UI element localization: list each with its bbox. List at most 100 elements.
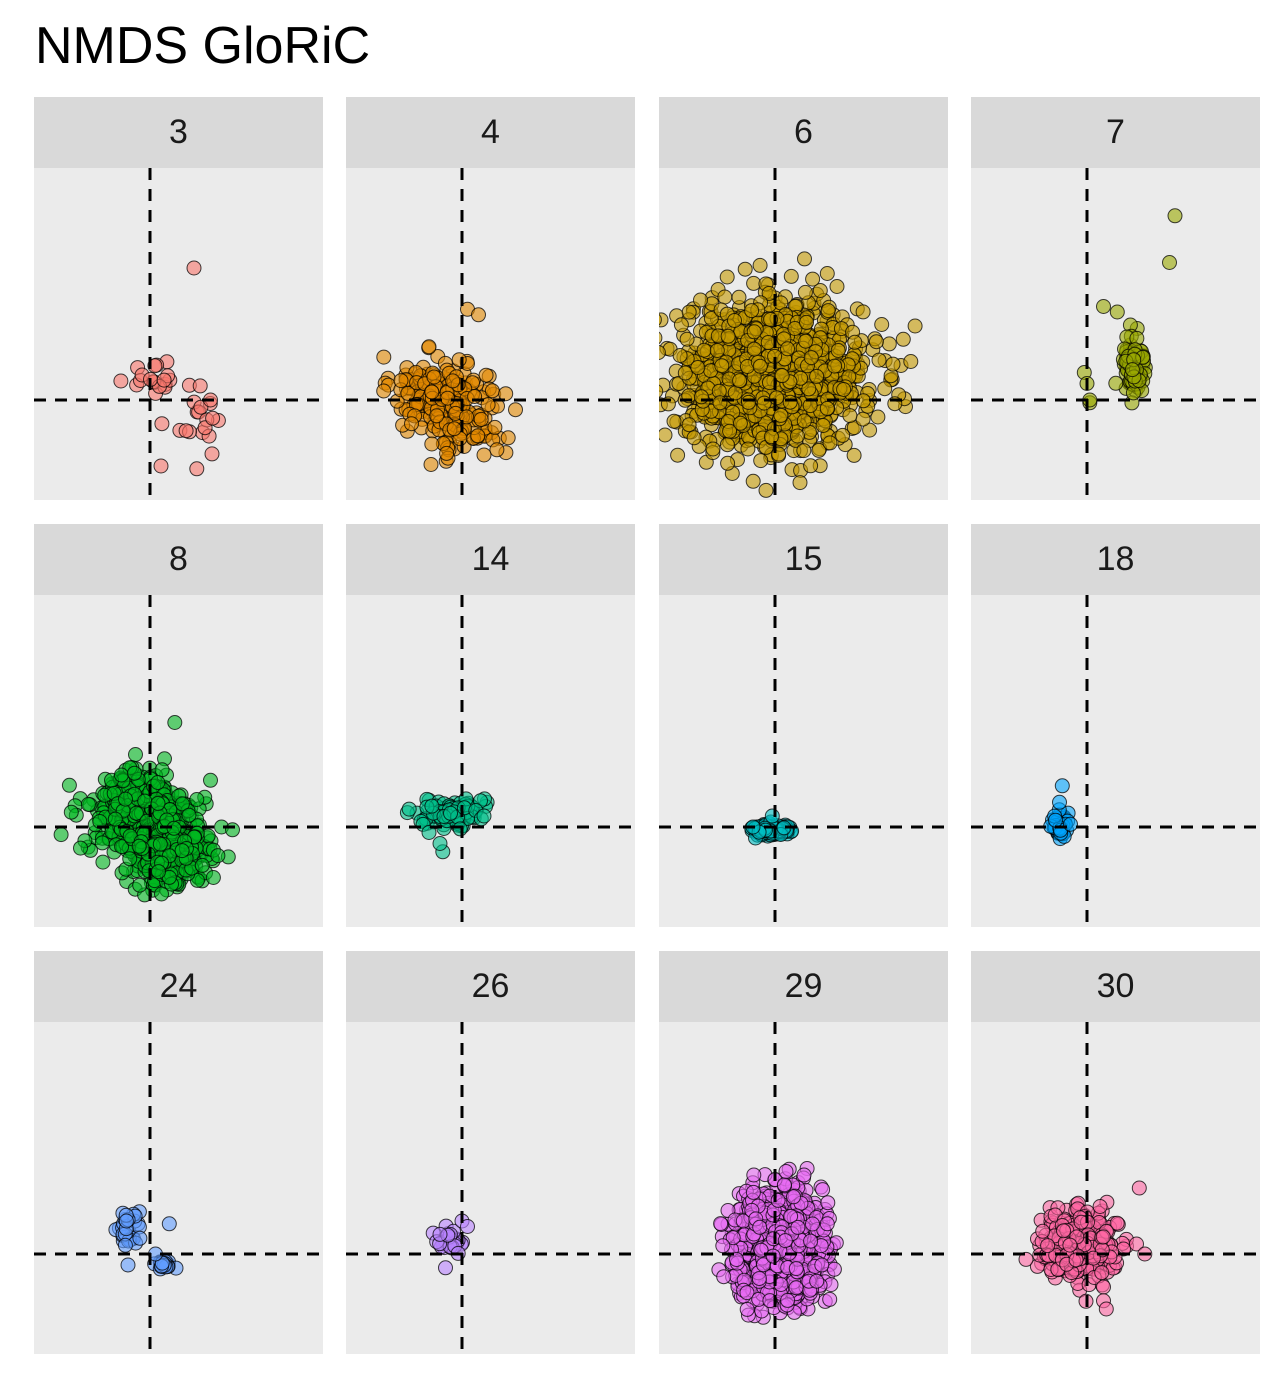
- data-point: [153, 458, 169, 474]
- points-group: [53, 715, 240, 903]
- facet-plot-area: [34, 595, 323, 927]
- data-point: [666, 413, 682, 429]
- data-point: [484, 383, 500, 399]
- data-point: [470, 428, 486, 444]
- data-point: [703, 311, 719, 326]
- data-point: [822, 1291, 838, 1307]
- data-point: [801, 381, 817, 397]
- data-point: [53, 827, 69, 843]
- data-point: [805, 1216, 820, 1232]
- facet-plot-area: [659, 595, 948, 927]
- data-point: [797, 251, 812, 267]
- data-point: [404, 416, 419, 432]
- data-point: [740, 441, 756, 457]
- data-point: [822, 435, 838, 451]
- data-point: [741, 394, 756, 410]
- data-point: [881, 336, 897, 352]
- data-point: [659, 331, 663, 345]
- data-point: [819, 1216, 835, 1232]
- facet-panel-15: 15: [659, 524, 948, 927]
- facet-plot-area: [34, 168, 323, 500]
- data-point: [376, 349, 392, 365]
- data-point: [1162, 255, 1177, 270]
- data-point: [117, 1237, 133, 1253]
- data-point: [670, 447, 686, 463]
- facet-plot-area: [971, 595, 1260, 927]
- data-point: [154, 886, 169, 902]
- data-point: [826, 1261, 842, 1277]
- facet-strip: 14: [346, 524, 635, 595]
- data-point: [181, 807, 197, 823]
- data-point: [803, 458, 819, 474]
- data-point: [731, 289, 747, 305]
- data-point: [835, 427, 851, 443]
- data-point: [780, 341, 795, 357]
- data-point: [770, 1192, 786, 1208]
- data-point: [1124, 362, 1140, 378]
- data-point: [677, 365, 693, 381]
- data-point: [746, 341, 762, 357]
- facet-plot-area: [346, 595, 635, 927]
- facet-strip: 4: [346, 97, 635, 168]
- data-point: [809, 1273, 825, 1289]
- data-point: [811, 442, 827, 458]
- data-point: [870, 409, 886, 425]
- data-point: [178, 423, 194, 439]
- scatter-plot: [971, 168, 1260, 500]
- data-point: [829, 279, 845, 294]
- data-point: [737, 261, 753, 277]
- data-point: [1094, 1265, 1110, 1281]
- data-point: [113, 373, 129, 389]
- data-point: [796, 1167, 812, 1183]
- data-point: [773, 407, 789, 423]
- facet-label: 3: [169, 113, 188, 151]
- data-point: [758, 482, 774, 498]
- scatter-plot: [34, 595, 323, 927]
- facet-panel-29: 29: [659, 951, 948, 1354]
- data-point: [752, 1219, 768, 1235]
- data-point: [786, 1189, 801, 1205]
- points-group: [113, 260, 226, 477]
- data-point: [696, 342, 712, 358]
- data-point: [761, 285, 777, 301]
- facet-plot-area: [971, 1022, 1260, 1354]
- data-point: [194, 857, 210, 873]
- data-point: [80, 796, 96, 812]
- data-point: [1048, 812, 1063, 828]
- facet-plot-area: [34, 1022, 323, 1354]
- facet-panel-14: 14: [346, 524, 635, 927]
- scatter-plot: [659, 1022, 948, 1354]
- facet-panel-24: 24: [34, 951, 323, 1354]
- data-point: [132, 877, 148, 893]
- data-point: [720, 328, 736, 344]
- data-point: [877, 381, 893, 397]
- data-point: [792, 475, 808, 491]
- data-point: [885, 356, 901, 372]
- data-point: [780, 1292, 796, 1308]
- facet-strip: 29: [659, 951, 948, 1022]
- data-point: [787, 321, 803, 336]
- data-point: [814, 1257, 830, 1273]
- data-point: [131, 838, 147, 854]
- data-point: [690, 360, 706, 375]
- data-point: [862, 422, 878, 438]
- data-point: [443, 805, 458, 821]
- data-point: [790, 1219, 806, 1235]
- data-point: [783, 268, 799, 284]
- data-point: [719, 269, 735, 285]
- data-point: [739, 1301, 755, 1317]
- data-point: [500, 430, 516, 446]
- facet-panel-3: 3: [34, 97, 323, 500]
- data-point: [774, 368, 790, 384]
- points-group: [376, 301, 523, 472]
- data-point: [788, 1261, 804, 1277]
- data-point: [508, 402, 523, 418]
- data-point: [1035, 1223, 1051, 1239]
- facet-label: 29: [784, 967, 823, 1005]
- data-point: [903, 354, 919, 369]
- data-point: [63, 804, 79, 820]
- points-group: [1018, 1180, 1153, 1317]
- data-point: [788, 1280, 804, 1296]
- data-point: [128, 747, 143, 762]
- data-point: [746, 324, 762, 340]
